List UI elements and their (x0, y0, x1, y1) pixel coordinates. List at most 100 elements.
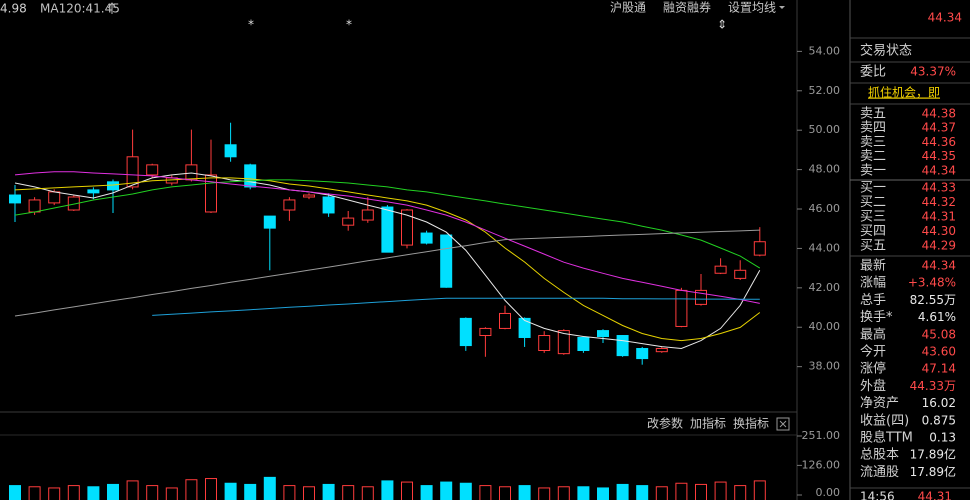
stat-label: 总手 (860, 293, 886, 308)
bid-label: 买五 (860, 239, 886, 254)
candle-body (322, 196, 335, 214)
candle-body (224, 144, 237, 158)
candle-body (714, 265, 727, 274)
indicator-button[interactable]: 改参数 (647, 416, 683, 431)
stat-value: 82.55万 (910, 293, 956, 307)
weibi-label: 委比 (860, 65, 886, 80)
event-marker: * (248, 18, 254, 32)
candle-body (597, 330, 609, 338)
volume-bar (675, 482, 688, 500)
close-button[interactable] (776, 417, 790, 431)
stat-value: +3.48% (908, 276, 956, 290)
indicator-button[interactable]: 换指标 (733, 416, 769, 431)
volume-bar (9, 485, 21, 500)
bid-price: 44.29 (922, 239, 956, 253)
volume-bar (518, 485, 531, 500)
volume-bar (126, 480, 139, 500)
stat-value: 47.14 (922, 362, 956, 376)
ask-price: 44.35 (922, 149, 956, 163)
tick-price: 44.31 (918, 490, 952, 500)
candle-body (734, 269, 747, 279)
indicator-button[interactable]: 加指标 (690, 416, 726, 431)
ask-price: 44.38 (922, 107, 956, 121)
candle-body (459, 317, 472, 347)
stat-value: 43.60 (922, 345, 956, 359)
volume-bar (753, 480, 766, 500)
candle-body (695, 289, 707, 305)
volume-bar (420, 485, 433, 500)
volume-bar (107, 483, 119, 500)
ask-label: 卖二 (860, 149, 886, 164)
stat-value: 45.08 (922, 327, 956, 341)
stat-label: 股息TTM (860, 430, 913, 446)
candle-body (440, 234, 453, 288)
last-price: 44.34 (928, 11, 962, 25)
toolbar-link[interactable]: 融资融券 (663, 0, 711, 15)
volume-bar (538, 487, 551, 500)
arrow-icon[interactable] (107, 2, 117, 14)
ma-line (14, 179, 761, 269)
volume-bar (67, 485, 80, 500)
volume-bar (440, 481, 453, 500)
candle-body (361, 209, 374, 221)
candle-body (557, 330, 570, 355)
candle-body (185, 164, 198, 181)
volume-bar (734, 485, 747, 500)
ask-price: 44.37 (922, 121, 956, 135)
volume-bar (263, 476, 276, 500)
bid-price: 44.31 (922, 210, 956, 224)
volume-bar (597, 487, 609, 500)
y-tick-label: 46.00 (809, 202, 841, 215)
y-tick-label: 40.00 (809, 320, 841, 333)
bid-price: 44.32 (922, 195, 956, 209)
bid-label: 买四 (860, 224, 886, 239)
toolbar-link[interactable]: 沪股通 (610, 1, 646, 15)
volume-bar (401, 481, 413, 500)
ma-line (14, 177, 761, 342)
volume-bar (48, 487, 61, 500)
stat-label: 今开 (860, 344, 886, 360)
stat-label: 涨幅 (860, 276, 886, 291)
volume-bar (224, 482, 237, 500)
candle-body (67, 196, 80, 211)
candle-body (636, 348, 649, 360)
toolbar-link[interactable]: 设置均线 (728, 1, 776, 15)
candle-body (577, 336, 590, 351)
volume-bar (205, 478, 217, 500)
candle-body (126, 156, 139, 188)
candle-body (616, 335, 629, 357)
volume-bar (283, 485, 296, 500)
candle-body (87, 189, 100, 194)
candle-body (655, 348, 668, 353)
event-marker: * (346, 18, 352, 32)
bid-price: 44.33 (922, 181, 956, 195)
candle-body (303, 194, 315, 198)
y-tick-label: 50.00 (809, 123, 841, 136)
stat-value: 0.875 (922, 413, 956, 427)
candle-body (753, 241, 766, 256)
promo-link[interactable]: 抓住机会，即 (868, 86, 940, 100)
stat-value: 16.02 (922, 396, 956, 410)
stat-value: 17.89亿 (910, 447, 956, 462)
ask-label: 卖三 (860, 135, 886, 150)
volume-tick-label: 251.00 (802, 429, 841, 442)
candle-body (205, 174, 217, 213)
candle-body (538, 335, 551, 351)
stat-label: 总股本 (860, 448, 899, 463)
stat-label: 流通股 (860, 465, 899, 480)
volume-bar (87, 486, 100, 500)
weibi-value: 43.37% (910, 65, 956, 79)
candle-body (263, 215, 276, 229)
bid-price: 44.30 (922, 224, 956, 238)
volume-bar (381, 480, 394, 500)
volume-bar (342, 485, 355, 500)
ask-label: 卖四 (860, 121, 886, 136)
candle-body (420, 232, 433, 244)
candle-body (675, 289, 688, 327)
y-tick-label: 42.00 (809, 281, 841, 294)
stat-label: 最高 (860, 326, 886, 342)
dropdown-icon[interactable] (779, 6, 785, 9)
